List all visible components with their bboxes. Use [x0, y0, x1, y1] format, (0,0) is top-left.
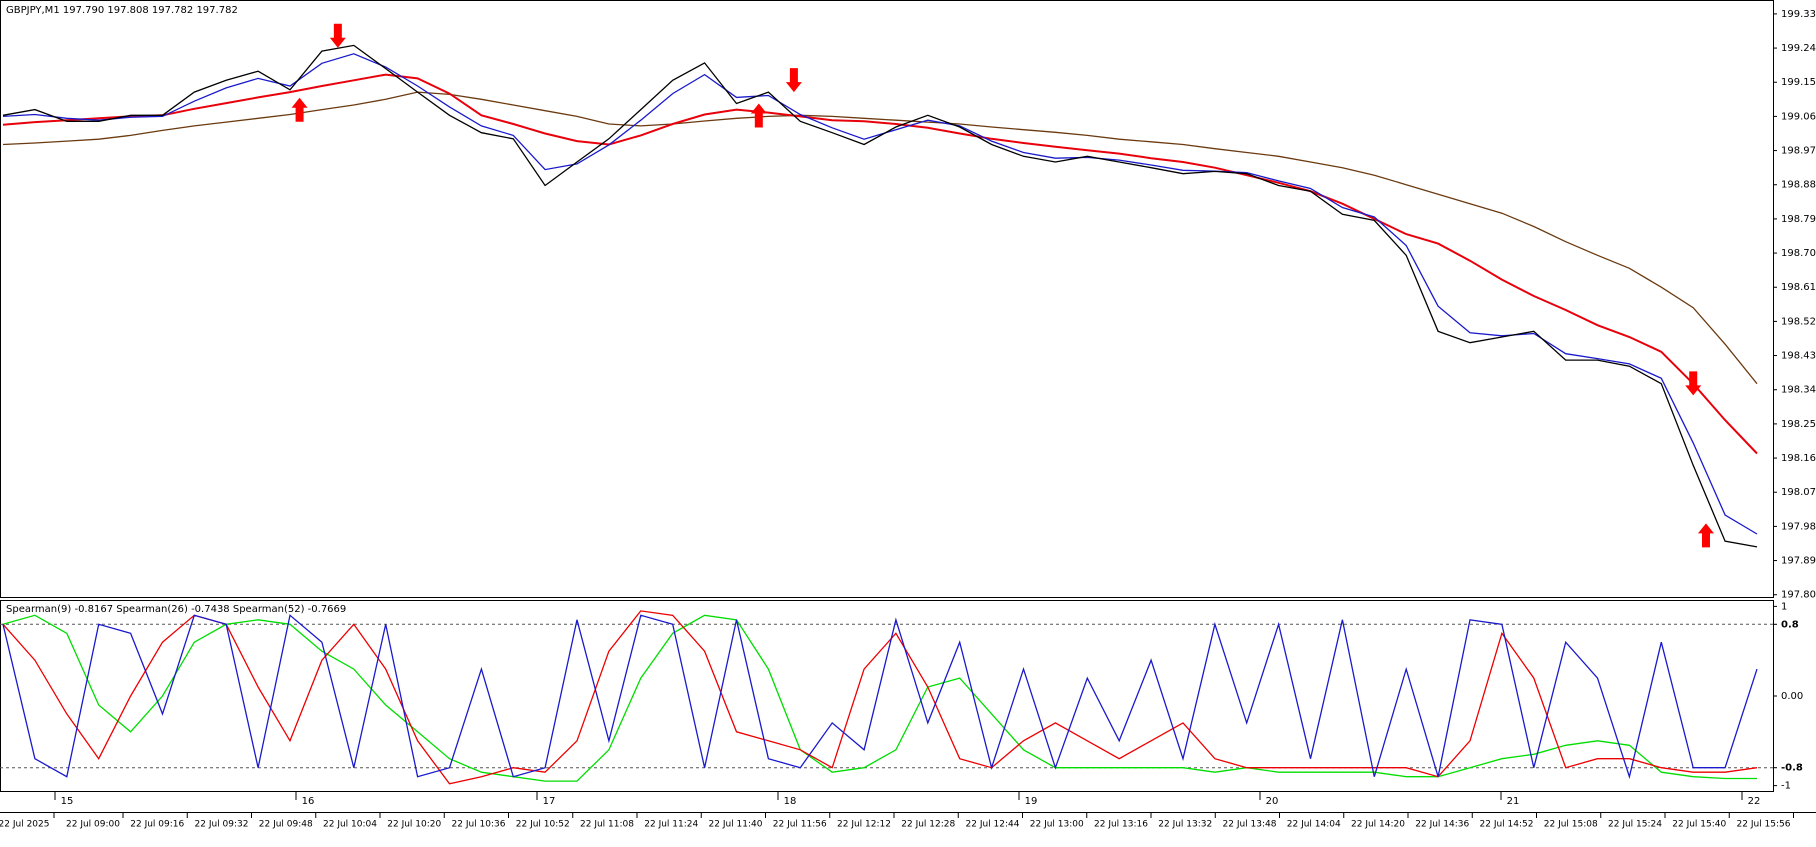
time-label: 22 Jul 13:00	[1030, 820, 1084, 830]
time-label: 22 Jul 11:08	[580, 820, 634, 830]
period-label: 19	[1025, 796, 1038, 807]
signal-arrow	[329, 23, 346, 48]
signal-arrow	[291, 97, 308, 122]
main-panel	[0, 0, 1774, 598]
period-label: 21	[1507, 796, 1520, 807]
y-tick-label: 197.980	[1781, 521, 1816, 532]
y-tick-label: 198.520	[1781, 316, 1816, 327]
time-label: 22 Jul 13:32	[1158, 820, 1212, 830]
y-tick-label: -0.8	[1781, 763, 1803, 774]
time-label: 22 Jul 14:04	[1287, 820, 1341, 830]
series-line	[2, 73, 1758, 455]
y-tick-label: 197.800	[1781, 590, 1816, 601]
time-label: 22 Jul 12:44	[966, 820, 1020, 830]
y-tick-label: -1	[1781, 781, 1791, 792]
y-tick-label: 198.430	[1781, 351, 1816, 362]
period-label: 17	[543, 796, 556, 807]
signal-arrow	[785, 68, 802, 93]
series-line	[2, 614, 1757, 782]
time-label: 22 Jul 14:36	[1415, 820, 1469, 830]
time-label: 22 Jul 09:00	[66, 820, 120, 830]
signal-arrow	[1685, 371, 1702, 396]
period-label: 16	[302, 796, 315, 807]
series-line	[2, 53, 1758, 535]
period-label: 18	[784, 796, 797, 807]
period-label: 15	[61, 796, 74, 807]
series-line	[2, 44, 1758, 548]
time-label: 22 Jul 14:20	[1351, 820, 1405, 830]
chart-title: GBPJPY,M1 197.790 197.808 197.782 197.78…	[6, 5, 238, 16]
time-label: 22 Jul 15:08	[1544, 820, 1598, 830]
time-label: 22 Jul 09:32	[195, 820, 249, 830]
time-label: 22 Jul 11:24	[644, 820, 698, 830]
y-tick-label: 198.070	[1781, 487, 1816, 498]
series-line	[2, 610, 1758, 785]
time-label: 22 Jul 2025	[0, 820, 49, 830]
y-tick-label: 197.890	[1781, 556, 1816, 567]
y-tick-label: 199.330	[1781, 9, 1816, 20]
y-tick-label: 198.610	[1781, 282, 1816, 293]
time-label: 22 Jul 09:16	[130, 820, 184, 830]
y-tick-label: 1	[1781, 601, 1787, 612]
y-tick-label: 199.240	[1781, 43, 1816, 54]
time-label: 22 Jul 10:20	[387, 820, 441, 830]
series-line	[2, 614, 1758, 780]
y-tick-label: 198.250	[1781, 419, 1816, 430]
y-tick-label: 198.790	[1781, 214, 1816, 225]
y-tick-label: 198.880	[1781, 180, 1816, 191]
time-label: 22 Jul 10:04	[323, 820, 377, 830]
y-tick-label: 199.150	[1781, 77, 1816, 88]
period-label: 22	[1748, 796, 1761, 807]
y-tick-label: 199.060	[1781, 111, 1816, 122]
y-tick-label: 198.160	[1781, 453, 1816, 464]
time-label: 22 Jul 12:28	[901, 820, 955, 830]
y-tick-label: 0.00	[1781, 691, 1803, 702]
time-label: 22 Jul 11:40	[709, 820, 763, 830]
indicator-title: Spearman(9) -0.8167 Spearman(26) -0.7438…	[6, 604, 346, 615]
time-label: 22 Jul 13:48	[1223, 820, 1277, 830]
time-label: 22 Jul 15:40	[1672, 820, 1726, 830]
time-label: 22 Jul 15:56	[1737, 820, 1791, 830]
time-label: 22 Jul 15:24	[1608, 820, 1662, 830]
time-label: 22 Jul 10:36	[452, 820, 506, 830]
period-label: 20	[1266, 796, 1279, 807]
time-label: 22 Jul 13:16	[1094, 820, 1148, 830]
signal-arrow	[750, 103, 767, 128]
y-tick-label: 198.970	[1781, 146, 1816, 157]
time-label: 22 Jul 10:52	[516, 820, 570, 830]
time-label: 22 Jul 11:56	[773, 820, 827, 830]
y-tick-label: 198.700	[1781, 248, 1816, 259]
y-tick-label: 0.8	[1781, 619, 1799, 630]
series-line	[2, 91, 1758, 385]
time-label: 22 Jul 14:52	[1480, 820, 1534, 830]
y-tick-label: 198.340	[1781, 385, 1816, 396]
time-label: 22 Jul 09:48	[259, 820, 313, 830]
time-label: 22 Jul 12:12	[837, 820, 891, 830]
signal-arrow	[1697, 523, 1714, 548]
